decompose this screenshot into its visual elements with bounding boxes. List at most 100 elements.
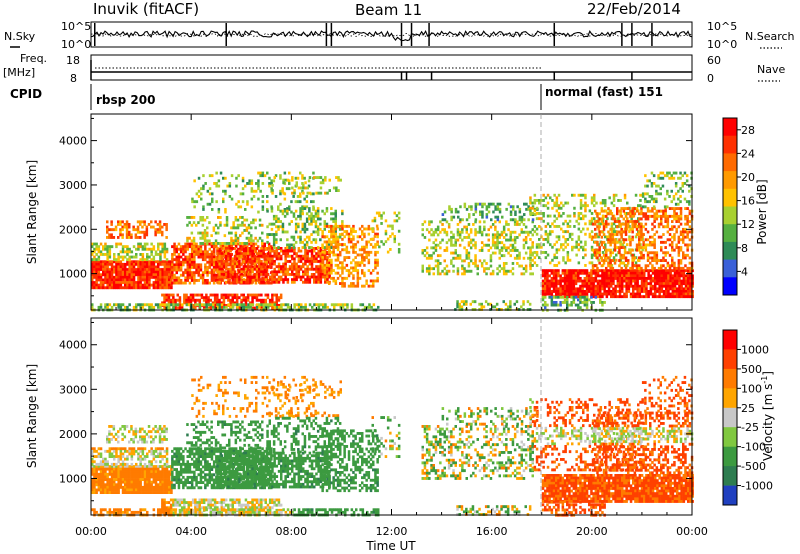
heatmap-cell: [376, 240, 379, 244]
heatmap-cell: [216, 270, 219, 274]
heatmap-cell: [611, 235, 615, 239]
heatmap-cell: [209, 298, 212, 302]
heatmap-cell: [177, 268, 181, 272]
heatmap-cell: [106, 258, 109, 262]
heatmap-cell: [154, 220, 157, 224]
heatmap-cell: [193, 247, 196, 251]
heatmap-cell: [165, 286, 169, 290]
heatmap-cell: [326, 273, 329, 276]
heatmap-cell: [241, 216, 244, 219]
heatmap-cell: [233, 278, 237, 282]
heatmap-cell: [184, 279, 187, 282]
heatmap-cell: [371, 237, 374, 241]
heatmap-cell: [671, 269, 675, 273]
heatmap-cell: [551, 206, 554, 210]
heatmap-cell: [154, 275, 158, 279]
heatmap-cell: [165, 303, 169, 307]
heatmap-cell: [610, 284, 613, 288]
heatmap-cell: [256, 245, 260, 249]
heatmap-cell: [299, 186, 303, 190]
heatmap-cell: [594, 235, 597, 239]
heatmap-cell: [294, 176, 298, 180]
heatmap-cell: [601, 251, 605, 254]
heatmap-cell: [268, 176, 271, 180]
heatmap-cell: [596, 251, 599, 255]
heatmap-cell: [143, 270, 147, 274]
heatmap-cell: [582, 227, 585, 231]
heatmap-cell: [273, 305, 277, 309]
heatmap-cell: [498, 308, 501, 311]
heatmap-cell: [172, 298, 175, 302]
heatmap-cell: [627, 284, 631, 288]
heatmap-cell: [450, 262, 453, 265]
heatmap-cell: [592, 271, 595, 275]
heatmap-cell: [511, 267, 515, 271]
heatmap-cell: [623, 279, 626, 283]
heatmap-cell: [297, 247, 301, 250]
heatmap-cell: [203, 218, 207, 222]
heatmap-cell: [135, 253, 138, 256]
heatmap-cell: [225, 254, 228, 258]
heatmap-cell: [102, 283, 105, 287]
heatmap-cell: [643, 269, 646, 273]
heatmap-cell: [201, 276, 205, 280]
heatmap-cell: [242, 254, 246, 258]
heatmap-cell: [102, 270, 105, 274]
heatmap-cell: [377, 305, 380, 309]
heatmap-cell: [246, 200, 249, 204]
heatmap-cell: [227, 296, 230, 300]
heatmap-cell: [281, 209, 285, 213]
heatmap-cell: [121, 245, 125, 249]
heatmap-cell: [300, 305, 303, 309]
heatmap-cell: [538, 201, 541, 205]
heatmap-cell: [376, 261, 379, 265]
heatmap-cell: [601, 271, 604, 275]
heatmap-cell: [579, 199, 583, 202]
heatmap-cell: [667, 287, 670, 291]
heatmap-cell: [132, 278, 136, 282]
heatmap-cell: [284, 252, 287, 256]
heatmap-cell: [563, 295, 567, 299]
heatmap-cell: [130, 250, 134, 254]
heatmap-cell: [179, 247, 183, 251]
heatmap-cell: [115, 265, 118, 269]
heatmap-cell: [609, 266, 612, 270]
heatmap-cell: [126, 253, 129, 256]
heatmap-cell: [638, 277, 642, 280]
heatmap-cell: [270, 233, 274, 236]
heatmap-cell: [610, 274, 613, 278]
heatmap-cell: [474, 254, 477, 258]
heatmap-cell: [640, 222, 643, 226]
heatmap-cell: [456, 272, 460, 276]
heatmap-cell: [485, 205, 489, 209]
heatmap-cell: [262, 298, 265, 302]
heatmap-cell: [212, 258, 216, 262]
heatmap-cell: [607, 256, 610, 260]
heatmap-cell: [305, 220, 309, 223]
heatmap-cell: [282, 249, 285, 253]
heatmap-cell: [148, 260, 151, 264]
heatmap-cell: [143, 247, 147, 251]
heatmap-cell: [374, 258, 377, 262]
heatmap-cell: [319, 238, 322, 242]
heatmap-cell: [591, 264, 595, 268]
heatmap-cell: [143, 303, 147, 307]
heatmap-cell: [358, 263, 362, 267]
heatmap-cell: [159, 260, 162, 264]
heatmap-cell: [439, 254, 442, 258]
heatmap-cell: [476, 230, 479, 234]
heatmap-cell: [591, 222, 595, 226]
heatmap-cell: [658, 269, 661, 273]
heatmap-cell: [552, 271, 556, 275]
heatmap-cell: [611, 240, 615, 244]
heatmap-cell: [295, 275, 298, 279]
heatmap-cell: [682, 279, 686, 283]
heatmap-cell: [614, 277, 617, 280]
heatmap-cell: [212, 260, 216, 264]
heatmap-cell: [640, 238, 643, 242]
heatmap-cell: [194, 306, 197, 310]
heatmap-cell: [458, 254, 462, 258]
heatmap-cell: [667, 271, 670, 275]
heatmap-cell: [184, 242, 187, 246]
heatmap-cell: [233, 296, 237, 300]
